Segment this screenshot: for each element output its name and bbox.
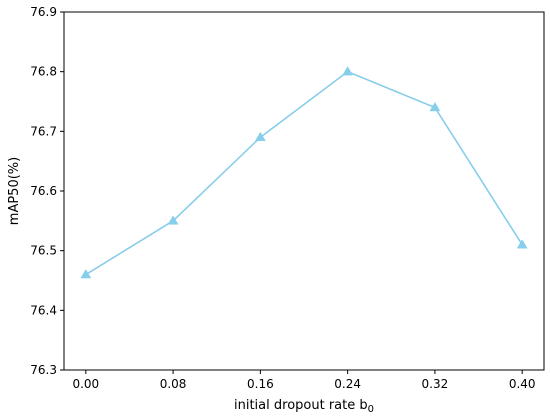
y-tick-label: 76.7: [30, 124, 57, 138]
x-tick-label: 0.24: [334, 377, 361, 391]
x-tick-label: 0.00: [72, 377, 99, 391]
data-point-marker: [167, 215, 179, 225]
data-point-marker: [342, 66, 354, 76]
series-line: [85, 70, 523, 276]
y-tick-label: 76.8: [30, 65, 57, 79]
x-axis-label-subscript: 0: [368, 404, 374, 415]
y-tick-label: 76.9: [30, 5, 57, 19]
x-axis-label: initial dropout rate b0: [234, 398, 374, 415]
y-axis-label: mAP50(%): [7, 157, 22, 225]
data-point-marker: [429, 101, 441, 112]
x-tick-label: 0.16: [247, 377, 274, 391]
plot-area: [63, 11, 545, 371]
x-tick-label: 0.40: [509, 377, 536, 391]
data-point-marker: [254, 131, 266, 142]
y-axis-ticks: 76.3 76.4 76.5 76.6 76.7 76.8 76.9: [30, 5, 64, 377]
y-tick-label: 76.5: [30, 244, 57, 258]
x-tick-label: 0.08: [160, 377, 187, 391]
data-point-marker: [80, 269, 92, 279]
y-tick-label: 76.4: [30, 303, 57, 317]
series-group: [80, 66, 528, 279]
x-axis-ticks: 0.00 0.08 0.16 0.24 0.32 0.40: [72, 370, 536, 391]
y-tick-label: 76.3: [30, 363, 57, 377]
x-tick-label: 0.32: [422, 377, 449, 391]
data-point-marker: [516, 239, 528, 249]
y-tick-label: 76.6: [30, 184, 57, 198]
